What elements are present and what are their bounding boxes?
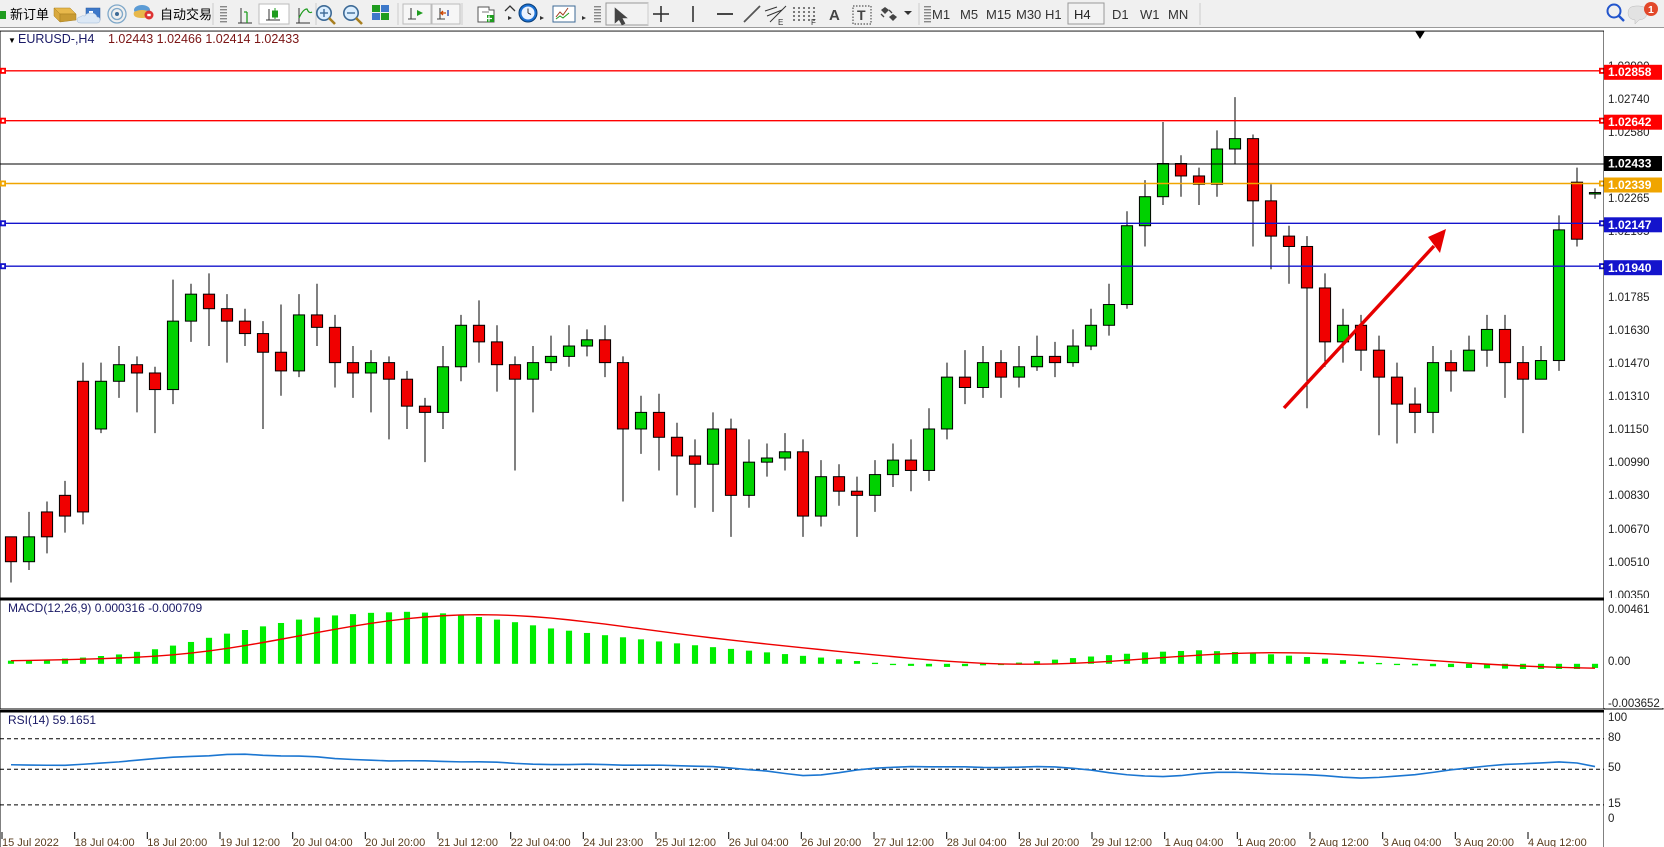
svg-text:1.02642: 1.02642 xyxy=(1608,115,1652,129)
svg-text:1.02858: 1.02858 xyxy=(1608,65,1652,79)
svg-text:50: 50 xyxy=(1608,762,1621,774)
svg-text:4 Aug 12:00: 4 Aug 12:00 xyxy=(1528,837,1587,847)
svg-text:RSI(14) 59.1651: RSI(14) 59.1651 xyxy=(8,713,96,727)
svg-text:1.01470: 1.01470 xyxy=(1608,358,1650,370)
svg-text:26 Jul 04:00: 26 Jul 04:00 xyxy=(729,837,789,847)
svg-text:自动交易: 自动交易 xyxy=(160,7,212,22)
svg-text:0.00: 0.00 xyxy=(1608,656,1630,668)
svg-text:EURUSD-,H4: EURUSD-,H4 xyxy=(18,32,94,46)
svg-text:M1: M1 xyxy=(932,7,950,22)
svg-text:2 Aug 12:00: 2 Aug 12:00 xyxy=(1310,837,1369,847)
svg-text:-0.003652: -0.003652 xyxy=(1608,698,1660,708)
svg-text:1.01310: 1.01310 xyxy=(1608,391,1650,403)
svg-text:21 Jul 12:00: 21 Jul 12:00 xyxy=(438,837,498,847)
svg-text:26 Jul 20:00: 26 Jul 20:00 xyxy=(801,837,861,847)
svg-text:1.01150: 1.01150 xyxy=(1608,424,1649,436)
svg-text:27 Jul 12:00: 27 Jul 12:00 xyxy=(874,837,934,847)
svg-text:28 Jul 04:00: 28 Jul 04:00 xyxy=(947,837,1007,847)
svg-text:100: 100 xyxy=(1608,712,1627,724)
svg-text:1.00350: 1.00350 xyxy=(1608,590,1650,598)
svg-text:1.01940: 1.01940 xyxy=(1608,261,1652,275)
svg-text:T: T xyxy=(857,7,866,23)
svg-text:3 Aug 20:00: 3 Aug 20:00 xyxy=(1455,837,1514,847)
svg-text:1.00670: 1.00670 xyxy=(1608,524,1650,536)
svg-text:1.01630: 1.01630 xyxy=(1608,325,1650,337)
svg-text:1: 1 xyxy=(1648,4,1654,16)
svg-text:28 Jul 20:00: 28 Jul 20:00 xyxy=(1019,837,1079,847)
svg-text:1.02147: 1.02147 xyxy=(1608,218,1652,232)
svg-text:1 Aug 20:00: 1 Aug 20:00 xyxy=(1237,837,1296,847)
svg-text:1 Aug 04:00: 1 Aug 04:00 xyxy=(1165,837,1224,847)
svg-text:24 Jul 23:00: 24 Jul 23:00 xyxy=(583,837,643,847)
svg-text:15: 15 xyxy=(1608,798,1621,810)
svg-text:H1: H1 xyxy=(1045,7,1062,22)
svg-text:MN: MN xyxy=(1168,7,1188,22)
svg-text:E: E xyxy=(778,18,783,27)
svg-text:1.01785: 1.01785 xyxy=(1608,292,1650,304)
svg-text:3 Aug 04:00: 3 Aug 04:00 xyxy=(1383,837,1442,847)
svg-text:20 Jul 04:00: 20 Jul 04:00 xyxy=(293,837,353,847)
svg-text:1.02433: 1.02433 xyxy=(1608,157,1652,171)
svg-text:22 Jul 04:00: 22 Jul 04:00 xyxy=(511,837,571,847)
svg-text:18 Jul 20:00: 18 Jul 20:00 xyxy=(147,837,207,847)
svg-text:1.00510: 1.00510 xyxy=(1608,557,1650,569)
svg-text:19 Jul 12:00: 19 Jul 12:00 xyxy=(220,837,280,847)
svg-text:M5: M5 xyxy=(960,7,978,22)
svg-text:25 Jul 12:00: 25 Jul 12:00 xyxy=(656,837,716,847)
svg-text:F: F xyxy=(811,18,816,27)
svg-text:1.00830: 1.00830 xyxy=(1608,490,1650,502)
svg-text:18 Jul 04:00: 18 Jul 04:00 xyxy=(75,837,135,847)
svg-text:1.02740: 1.02740 xyxy=(1608,94,1650,106)
svg-text:新订单: 新订单 xyxy=(10,7,49,22)
svg-text:0: 0 xyxy=(1608,813,1614,825)
svg-text:D1: D1 xyxy=(1112,7,1129,22)
svg-text:H4: H4 xyxy=(1074,7,1091,22)
svg-text:M30: M30 xyxy=(1016,7,1041,22)
svg-text:MACD(12,26,9) 0.000316 -0.0007: MACD(12,26,9) 0.000316 -0.000709 xyxy=(8,601,202,615)
svg-text:1.02265: 1.02265 xyxy=(1608,193,1650,205)
svg-text:W1: W1 xyxy=(1140,7,1160,22)
svg-text:1.02443 1.02466 1.02414 1.0243: 1.02443 1.02466 1.02414 1.02433 xyxy=(108,32,299,46)
svg-text:0.00461: 0.00461 xyxy=(1608,604,1650,616)
svg-text:▼: ▼ xyxy=(8,36,16,45)
svg-text:15 Jul 2022: 15 Jul 2022 xyxy=(2,837,59,847)
svg-text:1.02339: 1.02339 xyxy=(1608,178,1652,192)
svg-text:M15: M15 xyxy=(986,7,1011,22)
svg-text:29 Jul 12:00: 29 Jul 12:00 xyxy=(1092,837,1152,847)
svg-text:1.00990: 1.00990 xyxy=(1608,457,1650,469)
svg-text:A: A xyxy=(829,7,840,24)
svg-text:80: 80 xyxy=(1608,732,1621,744)
svg-text:20 Jul 20:00: 20 Jul 20:00 xyxy=(365,837,425,847)
